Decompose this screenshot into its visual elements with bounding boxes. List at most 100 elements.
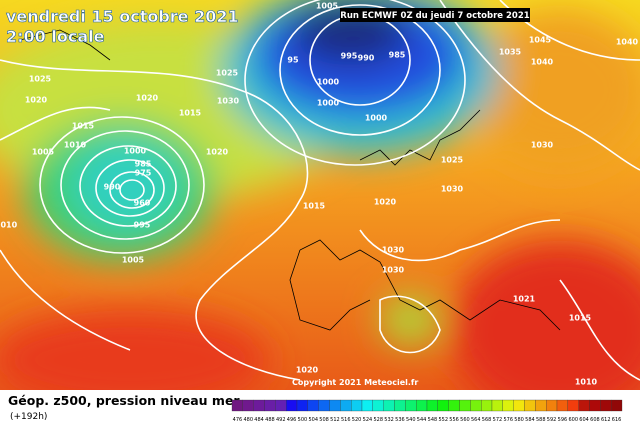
scale-label: 568 xyxy=(482,417,492,423)
isobars xyxy=(0,0,640,380)
isobar-label: 1030 xyxy=(382,266,405,275)
scale-swatch xyxy=(524,399,536,412)
color-scale: 476 480 484 488 492 496 500 504 508 512 516 520 524 5… xyxy=(231,399,623,423)
scale-swatch xyxy=(318,399,330,412)
scale-label: 544 xyxy=(417,417,427,423)
scale-swatch xyxy=(578,399,590,412)
scale-label: 548 xyxy=(428,417,438,423)
coastlines xyxy=(19,29,561,331)
isobar-label: 1010 xyxy=(0,221,18,230)
scale-label: 584 xyxy=(525,417,535,423)
scale-label: 524 xyxy=(363,417,373,423)
isobar-label: 1020 xyxy=(25,96,48,105)
scale-swatch xyxy=(556,399,568,412)
scale-swatch xyxy=(437,399,449,412)
isobar-label: 990 xyxy=(104,183,121,192)
scale-label: 612 xyxy=(601,417,611,423)
scale-swatch xyxy=(611,399,623,412)
scale-swatch xyxy=(361,399,373,412)
isobar-label: 1030 xyxy=(531,141,554,150)
scale-swatch xyxy=(286,399,298,412)
scale-label: 484 xyxy=(254,417,264,423)
isobar-label: 1045 xyxy=(529,36,552,45)
scale-swatch xyxy=(372,399,384,412)
footer-title: Géop. z500, pression niveau mer xyxy=(8,393,240,408)
scale-swatch xyxy=(242,399,254,412)
scale-swatch xyxy=(253,399,265,412)
isobar-label: 985 xyxy=(135,160,152,169)
scale-label: 488 xyxy=(265,417,275,423)
isobar-label: 975 xyxy=(135,169,152,178)
scale-label: 528 xyxy=(373,417,383,423)
scale-label: 516 xyxy=(341,417,351,423)
isobar-label: 1020 xyxy=(296,366,319,375)
scale-label: 504 xyxy=(308,417,318,423)
scale-label: 608 xyxy=(590,417,600,423)
scale-label: 600 xyxy=(568,417,578,423)
scale-swatch xyxy=(448,399,460,412)
isobar-label: 1030 xyxy=(217,97,240,106)
scale-label: 616 xyxy=(612,417,622,423)
scale-label: 580 xyxy=(514,417,524,423)
scale-label: 532 xyxy=(384,417,394,423)
isobar-label: 995 xyxy=(134,221,151,230)
scale-label: 540 xyxy=(406,417,416,423)
run-info: Run ECMWF 0Z du jeudi 7 octobre 2021 xyxy=(340,11,529,21)
scale-label: 500 xyxy=(298,417,308,423)
isobar-label: 1020 xyxy=(206,148,229,157)
scale-swatch xyxy=(459,399,471,412)
scale-label: 480 xyxy=(243,417,253,423)
isobar-label: 1035 xyxy=(499,48,522,57)
scale-swatch xyxy=(502,399,514,412)
scale-swatch xyxy=(589,399,601,412)
scale-swatch xyxy=(264,399,276,412)
scale-label: 556 xyxy=(449,417,459,423)
isobar-label: 1020 xyxy=(136,94,159,103)
scale-label: 592 xyxy=(547,417,557,423)
scale-swatch xyxy=(426,399,438,412)
scale-label: 560 xyxy=(460,417,470,423)
scale-swatch xyxy=(416,399,428,412)
scale-swatch xyxy=(567,399,579,412)
isobar-label: 1015 xyxy=(569,314,592,323)
isobar-label: 1025 xyxy=(216,69,239,78)
isobar-label: 1000 xyxy=(124,147,147,156)
isobar-label: 1010 xyxy=(64,141,87,150)
isobar-label: 1030 xyxy=(382,246,405,255)
isobar-label: 1021 xyxy=(513,295,536,304)
isobar-label: 1015 xyxy=(303,202,326,211)
scale-swatch xyxy=(307,399,319,412)
scale-label: 520 xyxy=(352,417,362,423)
scale-swatch xyxy=(405,399,417,412)
isobar-label: 1015 xyxy=(72,122,95,131)
scale-label: 476 xyxy=(233,417,243,423)
isobar-label: 995 xyxy=(341,52,358,61)
scale-swatch xyxy=(394,399,406,412)
map-time: 2:00 locale xyxy=(6,27,105,46)
isobar-label: 1030 xyxy=(441,185,464,194)
isobar-label: 985 xyxy=(389,51,406,60)
scale-swatch xyxy=(329,399,341,412)
isobar-label: 1015 xyxy=(179,109,202,118)
scale-swatch xyxy=(491,399,503,412)
isobar-label: 960 xyxy=(134,199,151,208)
isobar-label: 95 xyxy=(287,56,299,65)
isobar-label: 1000 xyxy=(317,78,340,87)
scale-label: 576 xyxy=(503,417,513,423)
scale-swatch xyxy=(535,399,547,412)
map-date: vendredi 15 octobre 2021 xyxy=(6,7,239,26)
scale-label: 536 xyxy=(395,417,405,423)
scale-swatch xyxy=(296,399,308,412)
scale-label: 564 xyxy=(471,417,481,423)
scale-swatch xyxy=(600,399,612,412)
scale-label: 604 xyxy=(579,417,589,423)
scale-swatch xyxy=(383,399,395,412)
scale-swatch xyxy=(351,399,363,412)
scale-label: 496 xyxy=(287,417,297,423)
scale-label: 512 xyxy=(330,417,340,423)
isobar-label: 1005 xyxy=(122,256,145,265)
scale-label: 596 xyxy=(558,417,568,423)
